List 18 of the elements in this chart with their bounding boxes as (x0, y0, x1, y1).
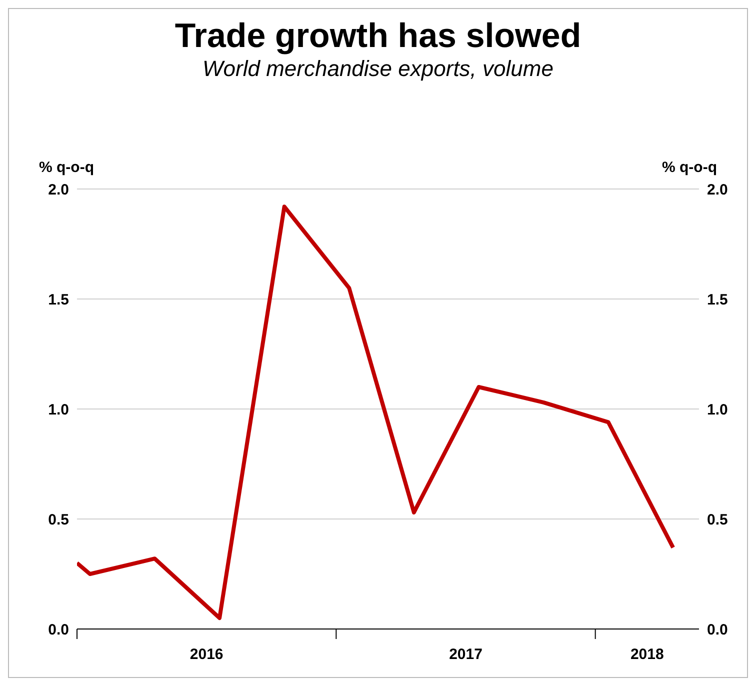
y-tick-label: 1.5 (48, 291, 69, 308)
y-tick-label: 0.0 (48, 621, 69, 638)
line-series (77, 204, 676, 620)
y2-tick-label: 0.0 (707, 621, 728, 638)
y2-tick-label: 0.5 (707, 511, 728, 528)
chart-subtitle: World merchandise exports, volume (202, 56, 554, 82)
chart-title: Trade growth has slowed (174, 17, 582, 56)
y2-tick-label: 2.0 (707, 181, 728, 198)
y-tick-label: 2.0 (48, 181, 69, 198)
x-tick-label: 2018 (630, 646, 664, 663)
y2-tick-label: 1.5 (707, 291, 728, 308)
x-tick-label: 2017 (449, 646, 482, 663)
y2-axis-title: % q-o-q (662, 159, 717, 176)
y2-tick-label: 1.0 (707, 401, 728, 418)
x-tick-label: 2016 (190, 646, 224, 663)
y-axis-title: % q-o-q (39, 159, 94, 176)
y-tick-label: 0.5 (48, 511, 69, 528)
y-tick-label: 1.0 (48, 401, 69, 418)
